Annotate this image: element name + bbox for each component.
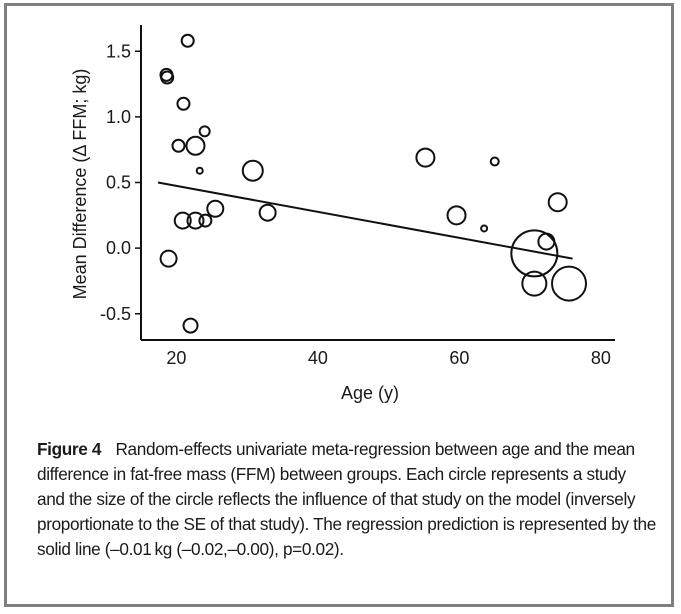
- scatter-chart: -0.5 0.0 0.5 1.0 1.5 20 40 60 80 Mean Differenc…: [70, 25, 615, 403]
- study-point: [173, 211, 192, 230]
- study-point: [258, 203, 277, 222]
- study-point: [176, 96, 191, 111]
- study-point: [171, 138, 186, 153]
- study-point: [198, 125, 211, 138]
- x-tick-label: 40: [308, 348, 328, 368]
- study-point: [180, 33, 195, 48]
- study-point: [510, 229, 559, 278]
- study-point: [551, 265, 588, 302]
- study-point: [185, 135, 206, 156]
- study-point: [186, 211, 205, 230]
- caption-text: Random-effects univariate meta-regressio…: [37, 439, 656, 559]
- study-point: [206, 199, 225, 218]
- study-point: [198, 213, 213, 228]
- study-point: [160, 70, 175, 85]
- study-point: [537, 232, 556, 251]
- figure-frame: [4, 3, 674, 607]
- y-tick-label: 0.5: [106, 173, 131, 193]
- study-point: [241, 159, 264, 182]
- study-point: [480, 224, 489, 233]
- x-axis-label: Age (y): [341, 383, 399, 403]
- study-point: [521, 270, 548, 297]
- regression-line: [157, 181, 573, 260]
- y-tick-label: 1.5: [106, 41, 131, 61]
- figure-label: Figure 4: [37, 439, 102, 459]
- study-point: [182, 317, 199, 334]
- x-tick-label: 80: [591, 348, 611, 368]
- study-point: [446, 205, 467, 226]
- y-tick-label: 1.0: [106, 107, 131, 127]
- x-tick-label: 20: [166, 348, 186, 368]
- study-point: [159, 249, 178, 268]
- study-point: [489, 156, 500, 167]
- study-point: [547, 192, 568, 213]
- y-tick-label: -0.5: [100, 304, 131, 324]
- x-tick-label: 60: [449, 348, 469, 368]
- study-point: [415, 147, 436, 168]
- y-tick-label: 0.0: [106, 238, 131, 258]
- study-point: [195, 166, 204, 175]
- figure-caption: Figure 4 Random-effects univariate meta-…: [37, 437, 657, 562]
- axes: [140, 25, 615, 341]
- y-axis-label: Mean Difference (Δ FFM; kg): [70, 69, 90, 300]
